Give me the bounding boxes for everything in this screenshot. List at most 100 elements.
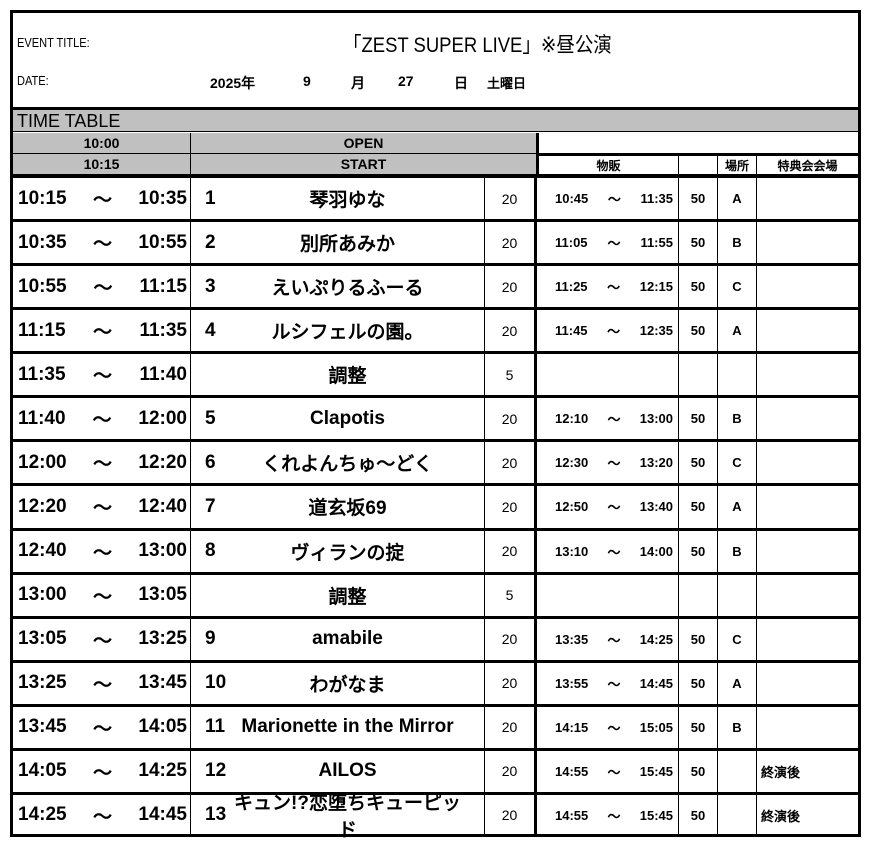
performer: 調整 — [191, 574, 485, 616]
tilde: ～ — [92, 366, 112, 388]
tilde: ～ — [607, 236, 621, 252]
merch-place: C — [718, 618, 757, 660]
merch-place: C — [718, 442, 757, 484]
event-title-label: EVENT TITLE: — [17, 35, 90, 50]
performer-name: ヴィランの掟 — [290, 542, 405, 564]
end-time: 12:20 — [138, 451, 187, 473]
performer-number: 6 — [205, 451, 216, 473]
merch-minutes: 50 — [679, 486, 718, 528]
table-row: 13:00 ～ 13:05 調整 5 — [13, 571, 858, 616]
end-time: 11:40 — [139, 363, 187, 385]
merch-time: 12:50 ～ 13:40 — [537, 486, 679, 528]
open-label: OPEN — [191, 133, 537, 154]
merch-end: 14:00 — [639, 543, 673, 559]
performer: 12 AILOS — [191, 750, 485, 792]
merch-place: A — [718, 486, 757, 528]
performer-name: わがなま — [309, 674, 386, 696]
merch-place — [718, 750, 757, 792]
start-time: 13:05 — [18, 628, 67, 650]
performer: 1 琴羽ゆな — [191, 178, 485, 220]
duration: 20 — [485, 486, 537, 528]
merch-end: 12:15 — [639, 279, 673, 295]
merch-end: 14:25 — [639, 631, 673, 647]
merch-time: 12:30 ～ 13:20 — [537, 442, 679, 484]
tilde: ～ — [92, 410, 112, 432]
performer: 6 くれよんちゅ～どく — [191, 442, 485, 484]
merch-time: 13:10 ～ 14:00 — [537, 530, 679, 572]
performer: 3 えいぷりるふーる — [191, 266, 485, 308]
performer-number: 7 — [205, 495, 216, 517]
merch-place: A — [718, 310, 757, 352]
start-time: 12:40 — [18, 540, 67, 562]
tilde: ～ — [607, 764, 621, 780]
performer-number: 2 — [205, 231, 216, 253]
tilde: ～ — [607, 808, 621, 824]
merch-start: 12:30 — [555, 455, 589, 471]
performer-name: 別所あみか — [299, 234, 395, 256]
duration: 20 — [485, 310, 537, 352]
tilde: ～ — [607, 456, 621, 472]
merch-place — [718, 794, 757, 836]
merch-minutes: 50 — [679, 442, 718, 484]
stage-time: 10:15 ～ 10:35 — [13, 178, 191, 220]
end-time: 12:40 — [138, 495, 187, 517]
merch-end: 15:05 — [639, 719, 673, 735]
start-time: 11:35 — [18, 363, 66, 385]
merch-place — [718, 574, 757, 616]
start-time: 10:55 — [18, 275, 67, 297]
merch-end: 11:35 — [640, 191, 673, 207]
duration: 20 — [485, 530, 537, 572]
merch-end: 13:40 — [639, 499, 673, 515]
merch-minutes: 50 — [679, 398, 718, 440]
table-row: 11:15 ～ 11:35 4 ルシフェルの園。 20 11:45 ～ 12:35 50 … — [13, 307, 858, 352]
merch-start: 13:55 — [555, 675, 589, 691]
performer-number: 10 — [205, 672, 227, 694]
performer-name: 調整 — [328, 586, 367, 608]
performer-number: 12 — [205, 760, 227, 782]
end-time: 13:00 — [138, 540, 187, 562]
table-row: 14:25 ～ 14:45 13 キュン!?恋堕ちキューピッド 20 14:55 ～ 15… — [13, 791, 858, 841]
merch-time: 12:10 ～ 13:00 — [537, 398, 679, 440]
merch-place: B — [718, 530, 757, 572]
start-time: 13:25 — [18, 672, 67, 694]
performer-number: 11 — [205, 716, 226, 738]
stage-time: 10:55 ～ 11:15 — [13, 266, 191, 308]
divider — [13, 107, 858, 110]
stage-time: 10:35 ～ 10:55 — [13, 222, 191, 264]
end-time: 14:45 — [138, 804, 187, 826]
merch-start: 10:45 — [555, 191, 589, 207]
performer: 5 Clapotis — [191, 398, 485, 440]
performer: 8 ヴィランの掟 — [191, 530, 485, 572]
merch-minutes: 50 — [679, 222, 718, 264]
tilde: ～ — [607, 412, 621, 428]
duration: 20 — [485, 794, 537, 836]
date-day-unit: 日 — [454, 75, 468, 91]
performer-name: amabile — [312, 628, 383, 650]
stage-time: 13:00 ～ 13:05 — [13, 574, 191, 616]
duration: 5 — [485, 574, 537, 616]
merch-start: 11:25 — [555, 279, 588, 295]
end-time: 11:35 — [139, 319, 187, 341]
perk-venue — [757, 575, 858, 616]
duration: 20 — [485, 442, 537, 484]
perk-venue — [757, 531, 858, 572]
tilde: ～ — [92, 542, 112, 564]
performer: 11 Marionette in the Mirror — [191, 706, 485, 748]
merch-end: 13:00 — [639, 411, 673, 427]
merch-minutes: 50 — [679, 618, 718, 660]
date-label: DATE: — [17, 73, 49, 88]
stage-time: 13:25 ～ 13:45 — [13, 662, 191, 704]
merch-end: 12:35 — [639, 323, 673, 339]
performer: 4 ルシフェルの園。 — [191, 310, 485, 352]
perk-venue — [757, 707, 858, 748]
date-month: 9 — [303, 73, 311, 89]
performer-number: 9 — [205, 628, 216, 650]
merch-end: 14:45 — [639, 675, 673, 691]
merch-header: 物販 — [537, 154, 679, 175]
end-time: 11:15 — [139, 275, 187, 297]
stage-time: 11:35 ～ 11:40 — [13, 354, 191, 396]
performer: 7 道玄坂69 — [191, 486, 485, 528]
duration: 20 — [485, 618, 537, 660]
performer-number: 1 — [205, 187, 216, 209]
stage-time: 12:20 ～ 12:40 — [13, 486, 191, 528]
